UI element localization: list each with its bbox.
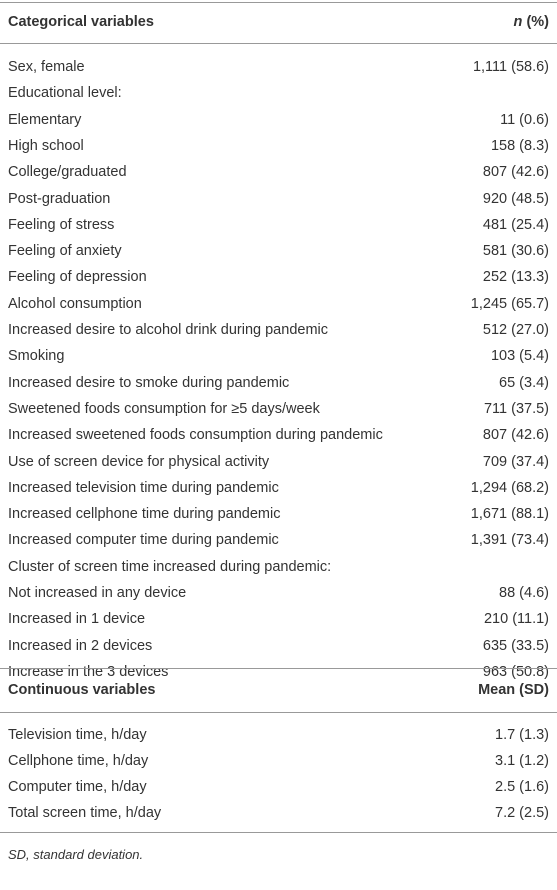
row-label: Increased desire to alcohol drink during…	[8, 322, 328, 338]
row-value: 3.1 (1.2)	[495, 753, 549, 769]
rule	[0, 2, 557, 3]
row-value: 635 (33.5)	[482, 637, 549, 654]
row-label: Cluster of screen time increased during …	[8, 558, 332, 575]
row-label: Feeling of stress	[8, 216, 115, 233]
rule	[0, 712, 557, 713]
row-label: Increased sweetened foods consumption du…	[8, 427, 383, 444]
row-label: Increased in 1 device	[8, 611, 146, 628]
row-label: Educational level:	[8, 85, 122, 102]
row-label: Increased computer time during pandemic	[8, 532, 279, 549]
row-label: Television time, h/day	[8, 727, 147, 743]
rule	[0, 832, 557, 833]
row-value: 807 (42.6)	[482, 427, 549, 444]
row-value: 807 (42.6)	[482, 164, 549, 181]
row-value: 2.5 (1.6)	[495, 779, 549, 795]
row-value: 158 (8.3)	[490, 137, 549, 154]
row-label: Increased cellphone time during pandemic	[8, 506, 281, 523]
row-label: Increased desire to smoke during pandemi…	[8, 374, 290, 391]
row-label: Elementary	[8, 111, 82, 128]
row-label: Total screen time, h/day	[8, 805, 162, 821]
row-label: Feeling of anxiety	[8, 243, 122, 260]
row-value: 711 (37.5)	[483, 400, 549, 417]
row-value: 1,111 (58.6)	[472, 59, 549, 75]
row-value: 7.2 (2.5)	[495, 805, 549, 821]
stat-symbol: n	[513, 14, 523, 30]
row-value: 1.7 (1.3)	[495, 727, 549, 743]
row-label: Increased in 2 devices	[8, 637, 153, 654]
stat-label: (%)	[526, 14, 549, 30]
rule	[0, 43, 557, 44]
section-header-stat: Mean (SD)	[478, 681, 549, 699]
row-label: Feeling of depression	[8, 269, 147, 286]
row-label: High school	[8, 137, 84, 154]
row-value: 11 (0.6)	[500, 111, 549, 128]
row-label: Computer time, h/day	[8, 779, 147, 795]
row-label: Use of screen device for physical activi…	[8, 453, 270, 470]
rule	[0, 668, 557, 669]
row-value: 709 (37.4)	[482, 453, 549, 470]
row-label: College/graduated	[8, 164, 127, 181]
row-value: 1,245 (65.7)	[470, 295, 549, 312]
row-label: Sweetened foods consumption for ≥5 days/…	[8, 400, 320, 417]
row-value: 581 (30.6)	[482, 243, 549, 260]
footnote: SD, standard deviation.	[8, 847, 144, 862]
row-label: Not increased in any device	[8, 585, 187, 601]
row-value: 65 (3.4)	[499, 374, 549, 391]
stat-label: Mean (SD)	[478, 682, 549, 698]
section-header-label: Categorical variables	[8, 14, 154, 30]
row-label: Increase in the 3 devices	[8, 663, 169, 680]
row-value: 103 (5.4)	[490, 348, 549, 365]
section-header-label: Continuous variables	[8, 682, 156, 698]
row-value: 920 (48.5)	[482, 190, 549, 207]
row-value: 1,671 (88.1)	[470, 506, 549, 523]
row-value: 252 (13.3)	[482, 269, 549, 286]
row-label: Post-graduation	[8, 190, 111, 207]
row-label: Sex, female	[8, 59, 85, 75]
row-label: Smoking	[8, 348, 65, 365]
row-value: 1,391 (73.4)	[470, 532, 549, 549]
row-label: Alcohol consumption	[8, 295, 142, 312]
row-label: Cellphone time, h/day	[8, 753, 149, 769]
row-value: 88 (4.6)	[499, 585, 549, 601]
row-value: 963 (50.8)	[482, 663, 549, 680]
row-value: 210 (11.1)	[483, 611, 549, 628]
row-value: 1,294 (68.2)	[470, 479, 549, 496]
section-header-stat: n (%)	[514, 13, 549, 31]
row-value: 512 (27.0)	[482, 322, 549, 338]
row-label: Increased television time during pandemi…	[8, 479, 279, 496]
row-value: 481 (25.4)	[482, 216, 549, 233]
